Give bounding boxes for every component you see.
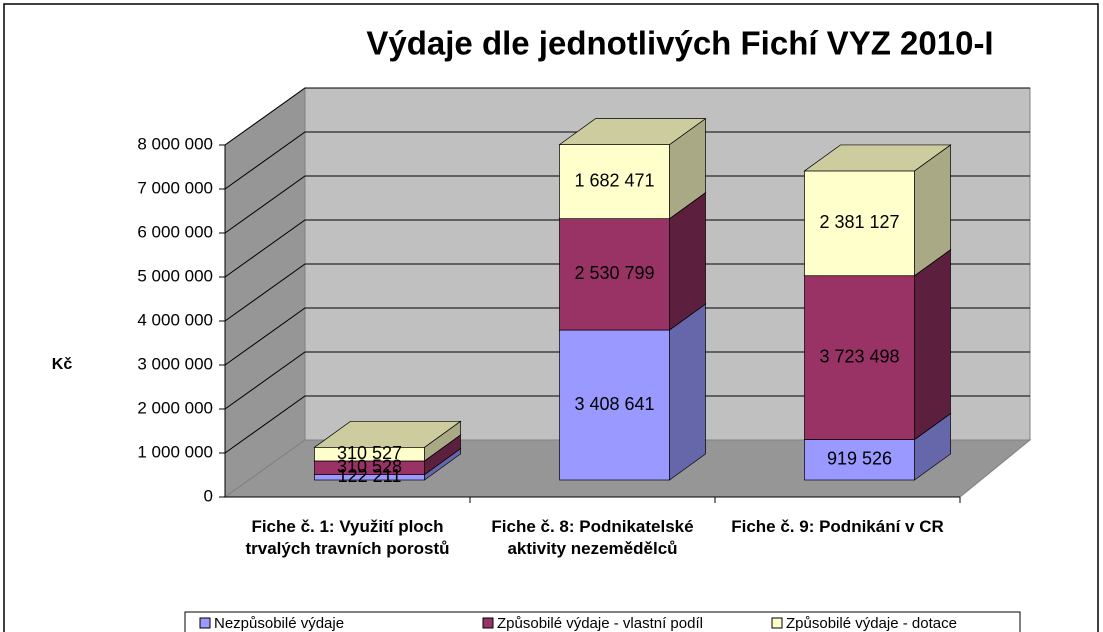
chart-title: Výdaje dle jednotlivých Fichí VYZ 2010-I (366, 25, 993, 62)
bar (804, 170, 915, 277)
bar (559, 329, 670, 481)
data-label: 1 682 471 (574, 170, 654, 190)
chart-border (3, 3, 1099, 632)
grid-line (224, 219, 1030, 278)
grid-line (224, 263, 1030, 322)
bar-side (669, 303, 706, 481)
legend: Nezpůsobilé výdaje Způsobilé výdaje - vla… (184, 611, 1021, 632)
bar-top (313, 420, 462, 448)
grid-line (224, 87, 1030, 146)
x-tick-label: Fiche č. 8: Podnikatelské aktivity nezem… (491, 517, 694, 558)
y-tick-label: 5 000 000 (137, 266, 213, 285)
bar (804, 439, 915, 481)
legend-swatch (771, 617, 783, 629)
bar-side (914, 249, 951, 441)
data-label: 310 528 (337, 457, 402, 477)
y-tick-label: 0 (204, 486, 213, 505)
bar (804, 275, 915, 440)
y-tick-label: 4 000 000 (137, 310, 213, 329)
y-tick-label: 7 000 000 (137, 178, 213, 197)
y-tick-label: 6 000 000 (137, 222, 213, 241)
legend-swatch (482, 617, 494, 629)
grid-line (224, 307, 1030, 366)
y-tick-label: 8 000 000 (137, 134, 213, 153)
data-label: 919 526 (827, 449, 892, 469)
grid-line (224, 131, 1030, 190)
bar (559, 218, 670, 331)
y-tick-label: 3 000 000 (137, 354, 213, 373)
bar-top (803, 144, 952, 172)
x-tick-label: Fiche č. 1: Využití ploch trvalých travn… (245, 517, 450, 558)
legend-label: Nezpůsobilé výdaje (214, 615, 344, 632)
x-tick-label: Fiche č. 9: Podnikání v CR (731, 517, 944, 536)
y-tick-label: 2 000 000 (137, 398, 213, 417)
data-label: 310 527 (337, 443, 402, 463)
y-axis-label: Kč (52, 356, 73, 373)
legend-label: Způsobilé výdaje - dotace (786, 615, 957, 632)
data-label: 2 381 127 (819, 212, 899, 232)
bar-top (558, 118, 707, 145)
bar (559, 144, 670, 220)
legend-box (184, 611, 1021, 632)
data-label: 3 723 498 (819, 346, 899, 366)
data-label: 2 530 799 (574, 263, 654, 283)
data-label: 122 211 (338, 466, 402, 486)
grid-line (224, 395, 1030, 454)
grid-line (224, 175, 1030, 234)
grid-line (224, 351, 1030, 410)
legend-label: Způsobilé výdaje - vlastní podíl (497, 615, 703, 632)
legend-swatch (199, 617, 211, 629)
y-tick-label: 1 000 000 (137, 442, 213, 461)
data-label: 3 408 641 (574, 394, 654, 414)
